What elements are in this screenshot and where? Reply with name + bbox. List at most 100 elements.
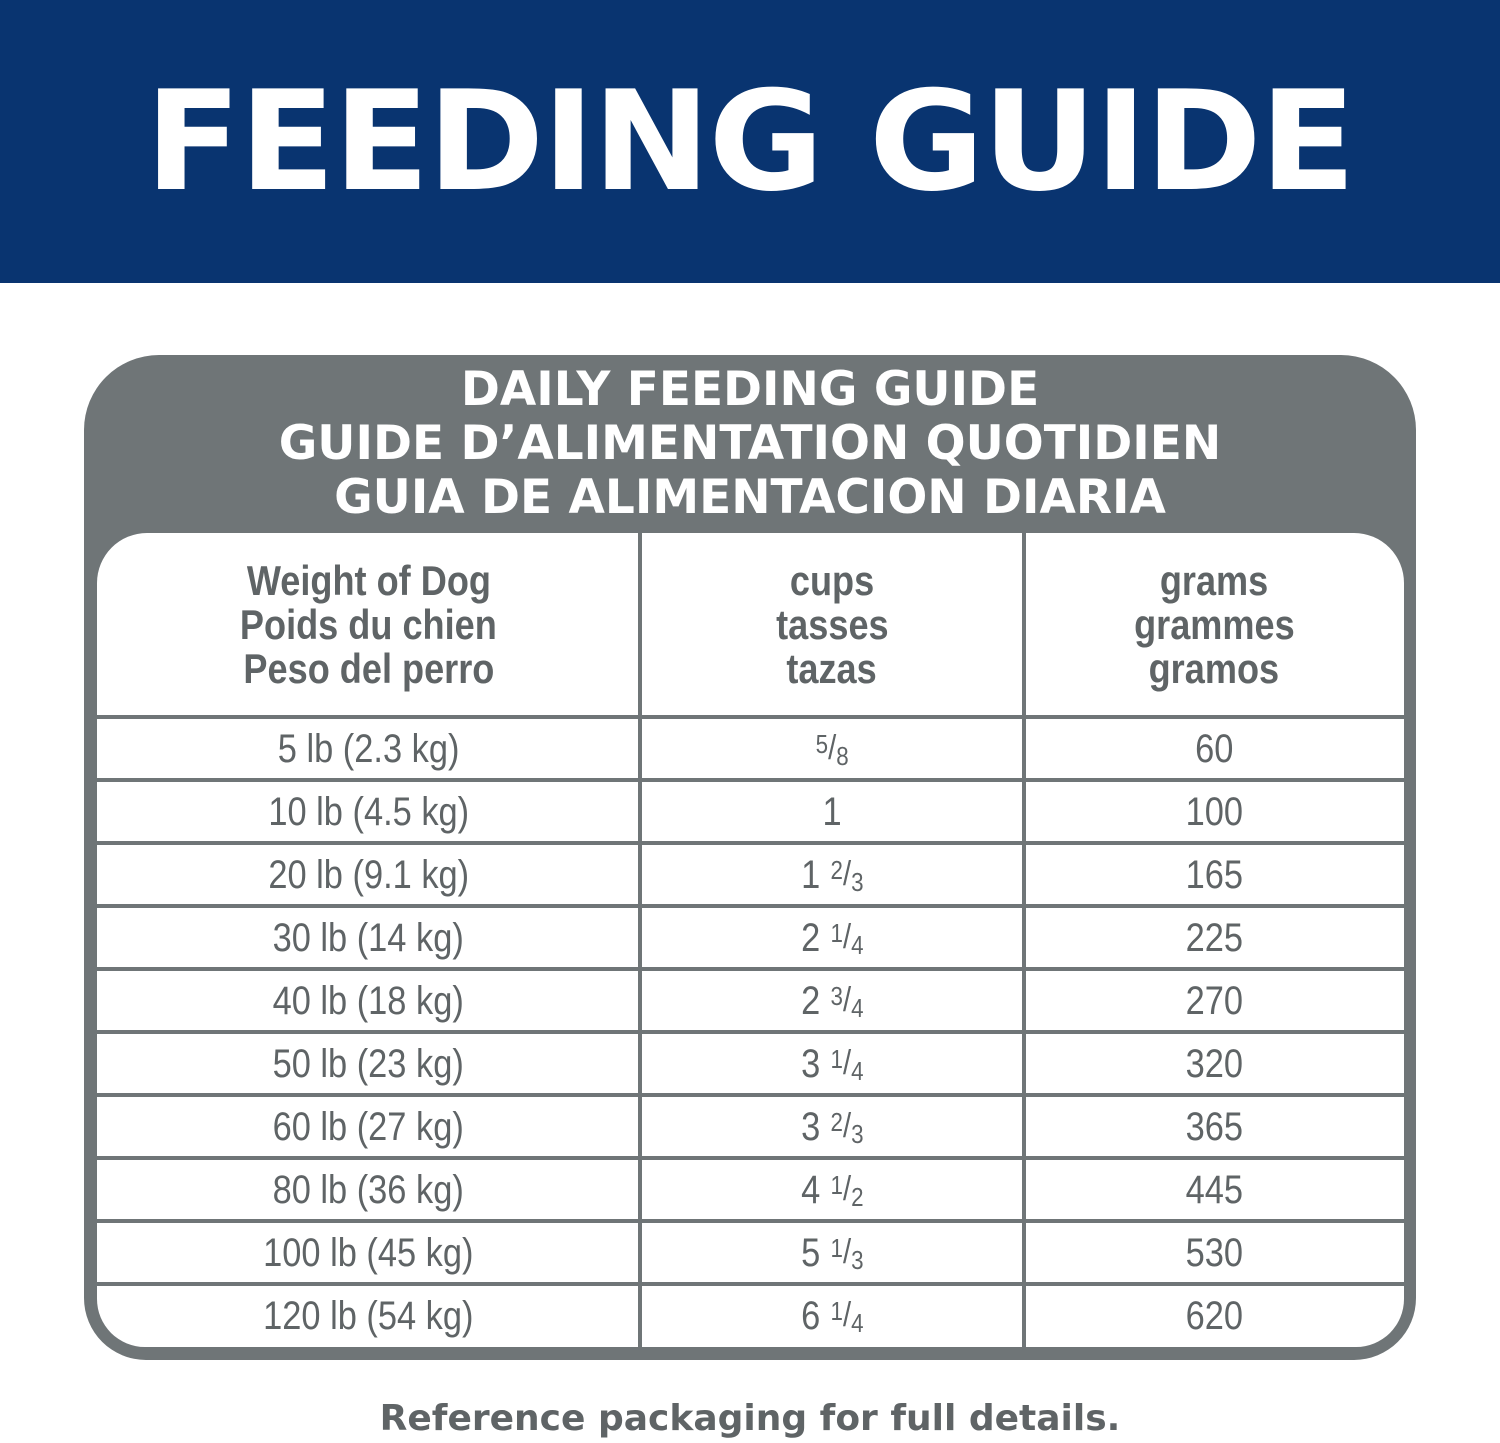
cell-cups: 2 1/4 [640, 908, 1024, 969]
fraction-numerator: 2 [830, 1107, 843, 1137]
column-divider [638, 533, 642, 1347]
cell-cups: 4 1/2 [640, 1160, 1024, 1221]
cups-fraction: 2/3 [830, 1107, 863, 1149]
fraction-numerator: 1 [830, 1044, 843, 1074]
fraction-numerator: 5 [815, 729, 828, 759]
cell-text: 1 2/3 [801, 853, 863, 898]
cell-text: 530 [1185, 1231, 1243, 1275]
cell-grams: 530 [1024, 1223, 1404, 1284]
footer-note: Reference packaging for full details. [379, 1398, 1121, 1439]
cell-text: 445 [1185, 1168, 1243, 1212]
cell-text: 5 1/3 [801, 1231, 863, 1276]
cell-weight: 40 lb (18 kg) [97, 971, 640, 1032]
cell-text: 6 1/4 [801, 1294, 863, 1339]
cell-text: 100 [1185, 790, 1243, 834]
cups-whole: 4 [800, 1168, 820, 1212]
cups-whole: 1 [800, 853, 820, 897]
column-header-line: gramos [1148, 645, 1280, 692]
cell-weight: 80 lb (36 kg) [97, 1160, 640, 1221]
cell-text: 225 [1185, 916, 1243, 960]
fraction-slash: / [842, 1107, 851, 1145]
table-title-es: GUIA DE ALIMENTACION DIARIA [334, 470, 1166, 525]
cups-fraction: 5/8 [815, 729, 848, 771]
cell-text: 40 lb (18 kg) [272, 979, 465, 1023]
row-divider [97, 904, 1404, 908]
column-divider [1022, 533, 1026, 1347]
cell-grams: 60 [1024, 719, 1404, 780]
fraction-denominator: 4 [850, 930, 864, 960]
cell-text: 30 lb (14 kg) [272, 916, 465, 960]
row-divider [97, 1156, 1404, 1160]
fraction-denominator: 3 [850, 1119, 864, 1149]
cups-whole: 3 [800, 1042, 820, 1086]
column-header-cups: cups tasses tazas [640, 533, 1024, 717]
row-divider [97, 1093, 1404, 1097]
cell-grams: 165 [1024, 845, 1404, 906]
fraction-numerator: 1 [830, 918, 843, 948]
cups-whole: 2 [800, 916, 820, 960]
row-divider [97, 841, 1404, 845]
fraction-slash: / [827, 729, 837, 767]
column-header-line: Poids du chien [240, 601, 497, 648]
cell-text: 80 lb (36 kg) [272, 1168, 465, 1212]
cell-cups: 1 2/3 [640, 845, 1024, 906]
column-header-line: grammes [1133, 601, 1295, 648]
cell-cups: 3 1/4 [640, 1034, 1024, 1095]
fraction-slash: / [842, 1170, 851, 1208]
fraction-denominator: 4 [850, 993, 864, 1023]
fraction-denominator: 3 [850, 867, 864, 897]
cell-text: 4 1/2 [801, 1168, 863, 1213]
table-title-fr: GUIDE D’ALIMENTATION QUOTIDIEN [278, 416, 1222, 471]
cups-whole: 5 [800, 1231, 820, 1275]
cups-whole: 3 [800, 1105, 820, 1149]
cell-weight: 20 lb (9.1 kg) [97, 845, 640, 906]
cell-cups: 2 3/4 [640, 971, 1024, 1032]
cell-weight: 50 lb (23 kg) [97, 1034, 640, 1095]
daily-feeding-table: DAILY FEEDING GUIDE GUIDE D’ALIMENTATION… [84, 355, 1416, 1360]
cell-weight: 120 lb (54 kg) [97, 1286, 640, 1347]
row-divider [97, 778, 1404, 782]
cell-grams: 445 [1024, 1160, 1404, 1221]
cell-weight: 100 lb (45 kg) [97, 1223, 640, 1284]
cups-fraction: 1/4 [830, 1044, 863, 1086]
fraction-numerator: 3 [830, 981, 843, 1011]
cell-text: 120 lb (54 kg) [263, 1294, 474, 1338]
cell-text: 620 [1185, 1294, 1243, 1338]
table-body: Weight of Dog Poids du chien Peso del perr… [97, 533, 1404, 1347]
column-header-weight: Weight of Dog Poids du chien Peso del perr… [97, 533, 640, 717]
column-header-line: Weight of Dog [246, 557, 491, 604]
cell-text: 5/8 [815, 727, 848, 772]
cups-fraction: 2/3 [830, 855, 863, 897]
cell-grams: 270 [1024, 971, 1404, 1032]
table-title: DAILY FEEDING GUIDE GUIDE D’ALIMENTATION… [84, 363, 1416, 525]
fraction-denominator: 4 [850, 1056, 864, 1086]
cell-text: 60 [1194, 727, 1234, 771]
cups-fraction: 1/3 [830, 1233, 863, 1275]
fraction-slash: / [842, 918, 851, 956]
cell-grams: 100 [1024, 782, 1404, 843]
cell-text: 165 [1185, 853, 1243, 897]
cell-cups: 1 [640, 782, 1024, 843]
cell-grams: 320 [1024, 1034, 1404, 1095]
cell-weight: 10 lb (4.5 kg) [97, 782, 640, 843]
cups-fraction: 1/4 [830, 1296, 863, 1338]
cell-text: 1 [822, 790, 841, 835]
cell-grams: 225 [1024, 908, 1404, 969]
cell-text: 2 1/4 [801, 916, 863, 961]
cell-text: 60 lb (27 kg) [272, 1105, 465, 1149]
fraction-denominator: 2 [850, 1182, 864, 1212]
cell-cups: 6 1/4 [640, 1286, 1024, 1347]
cups-whole: 6 [800, 1294, 820, 1338]
cell-text: 320 [1185, 1042, 1243, 1086]
row-divider [97, 1219, 1404, 1223]
column-header-grams: grams grammes gramos [1024, 533, 1404, 717]
row-divider [97, 1282, 1404, 1286]
cell-text: 5 lb (2.3 kg) [277, 727, 460, 771]
row-divider [97, 967, 1404, 971]
cups-fraction: 3/4 [830, 981, 863, 1023]
feeding-guide-banner: FEEDING GUIDE [0, 0, 1500, 283]
cell-text: 10 lb (4.5 kg) [268, 790, 469, 834]
cell-grams: 620 [1024, 1286, 1404, 1347]
row-divider [97, 715, 1404, 719]
cell-text: 2 3/4 [801, 979, 863, 1024]
